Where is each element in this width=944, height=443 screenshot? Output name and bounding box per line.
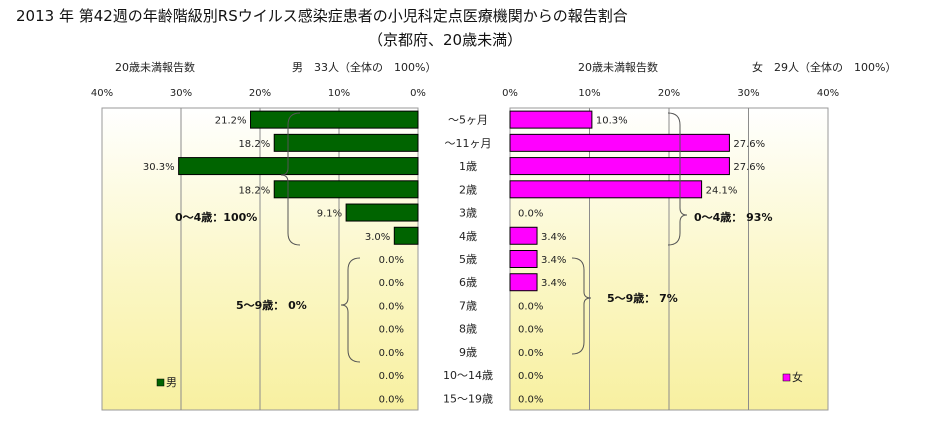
left-data-label: 0.0% xyxy=(379,348,404,359)
left-tick-label: 40% xyxy=(91,88,113,99)
left-data-label: 30.3% xyxy=(143,162,175,173)
right-tick-label: 10% xyxy=(578,88,600,99)
left-bar xyxy=(345,203,419,222)
right-tick-label: 30% xyxy=(737,88,759,99)
right-data-label: 27.6% xyxy=(733,162,765,173)
right-data-labels: 10.3% 27.6% 27.6% 24.1% 0.0% 3.4% 3.4% 3.4% 0.0%… xyxy=(518,116,765,406)
category-label: 3歳 xyxy=(459,207,477,220)
left-data-label: 9.1% xyxy=(317,209,342,220)
right-data-label: 0.0% xyxy=(518,301,543,312)
left-data-label: 21.2% xyxy=(215,116,247,127)
right-header-count: 女 29人（全体の 100%） xyxy=(752,60,896,74)
right-data-label: 24.1% xyxy=(706,185,738,196)
category-label: 8歳 xyxy=(459,323,477,336)
left-header-count: 男 33人（全体の 100%） xyxy=(292,60,436,74)
category-label: 4歳 xyxy=(459,230,477,243)
right-data-label: 0.0% xyxy=(518,394,543,405)
right-bar xyxy=(509,180,703,199)
left-annotation-0-4: 0～4歳：100% xyxy=(175,210,257,224)
left-data-label: 18.2% xyxy=(238,139,270,150)
right-bar xyxy=(509,226,538,245)
right-data-label: 3.4% xyxy=(541,232,566,243)
category-label: 5歳 xyxy=(459,253,477,266)
left-axis-ticks: 40% 30% 20% 10% 0% xyxy=(91,88,426,99)
left-tick-label: 20% xyxy=(249,88,271,99)
legend-male-label: 男 xyxy=(166,376,177,389)
right-data-label: 27.6% xyxy=(733,139,765,150)
category-label: 15～19歳 xyxy=(443,392,493,405)
category-label: ～5ヶ月 xyxy=(448,114,488,127)
right-data-label: 0.0% xyxy=(518,325,543,336)
right-tick-label: 0% xyxy=(502,88,518,99)
category-label: 7歳 xyxy=(459,299,477,312)
right-bracket-5-9 xyxy=(571,257,592,355)
left-bar xyxy=(273,180,419,199)
left-data-labels: 21.2% 18.2% 30.3% 18.2% 9.1% 3.0% 0.0% 0.0% 0.0%… xyxy=(143,116,404,406)
left-tick-label: 10% xyxy=(328,88,350,99)
left-data-label: 0.0% xyxy=(379,278,404,289)
left-header-label: 20歳未満報告数 xyxy=(115,61,195,74)
right-data-label: 0.0% xyxy=(518,348,543,359)
left-data-label: 0.0% xyxy=(379,371,404,382)
right-bar xyxy=(509,133,730,152)
category-label: ～11ヶ月 xyxy=(445,137,492,150)
right-bar xyxy=(509,110,593,129)
right-tick-label: 40% xyxy=(817,88,839,99)
right-annotation-0-4: 0～4歳： 93% xyxy=(694,210,772,224)
right-header-label: 20歳未満報告数 xyxy=(578,61,658,74)
left-bars xyxy=(178,110,419,245)
left-bracket-0-4 xyxy=(280,112,301,246)
right-data-label: 3.4% xyxy=(541,255,566,266)
left-tick-label: 0% xyxy=(410,88,426,99)
left-bracket-5-9 xyxy=(340,257,361,363)
category-label: 9歳 xyxy=(459,346,477,359)
right-bars xyxy=(509,110,730,292)
legend-female-label: 女 xyxy=(792,370,803,384)
left-bar xyxy=(393,226,419,245)
left-tick-label: 30% xyxy=(170,88,192,99)
right-data-label: 0.0% xyxy=(518,371,543,382)
left-data-label: 0.0% xyxy=(379,325,404,336)
right-bracket-0-4 xyxy=(667,112,688,246)
legend-male-swatch xyxy=(156,378,165,387)
category-label: 6歳 xyxy=(459,276,477,289)
left-data-label: 3.0% xyxy=(365,232,390,243)
right-data-label: 10.3% xyxy=(596,116,628,127)
left-data-label: 0.0% xyxy=(379,394,404,405)
category-label: 2歳 xyxy=(459,183,477,196)
left-data-label: 18.2% xyxy=(238,185,270,196)
chart-title: 2013 年 第42週の年齢階級別RSウイルス感染症患者の小児科定点医療機関から… xyxy=(16,7,628,25)
legend-female-swatch xyxy=(782,373,791,382)
category-label: 1歳 xyxy=(459,160,477,173)
right-data-label: 3.4% xyxy=(541,278,566,289)
left-annotation-5-9: 5～9歳： 0% xyxy=(236,298,307,312)
right-axis-ticks: 0% 10% 20% 30% 40% xyxy=(502,88,839,99)
right-bar xyxy=(509,273,538,292)
right-data-label: 0.0% xyxy=(518,209,543,220)
right-bar xyxy=(509,157,730,176)
left-bar xyxy=(273,133,419,152)
category-label: 10～14歳 xyxy=(443,369,493,382)
left-data-label: 0.0% xyxy=(379,301,404,312)
left-bar xyxy=(250,110,419,129)
right-tick-label: 20% xyxy=(658,88,680,99)
right-bar xyxy=(509,250,538,268)
left-data-label: 0.0% xyxy=(379,255,404,266)
chart-subtitle: （京都府、20歳未満） xyxy=(368,31,522,49)
category-labels: ～5ヶ月 ～11ヶ月 1歳 2歳 3歳 4歳 5歳 6歳 7歳 8歳 9歳 10～14歳 15～19歳 xyxy=(443,114,493,406)
left-bar xyxy=(178,157,419,176)
right-annotation-5-9: 5～9歳： 7% xyxy=(607,291,678,305)
